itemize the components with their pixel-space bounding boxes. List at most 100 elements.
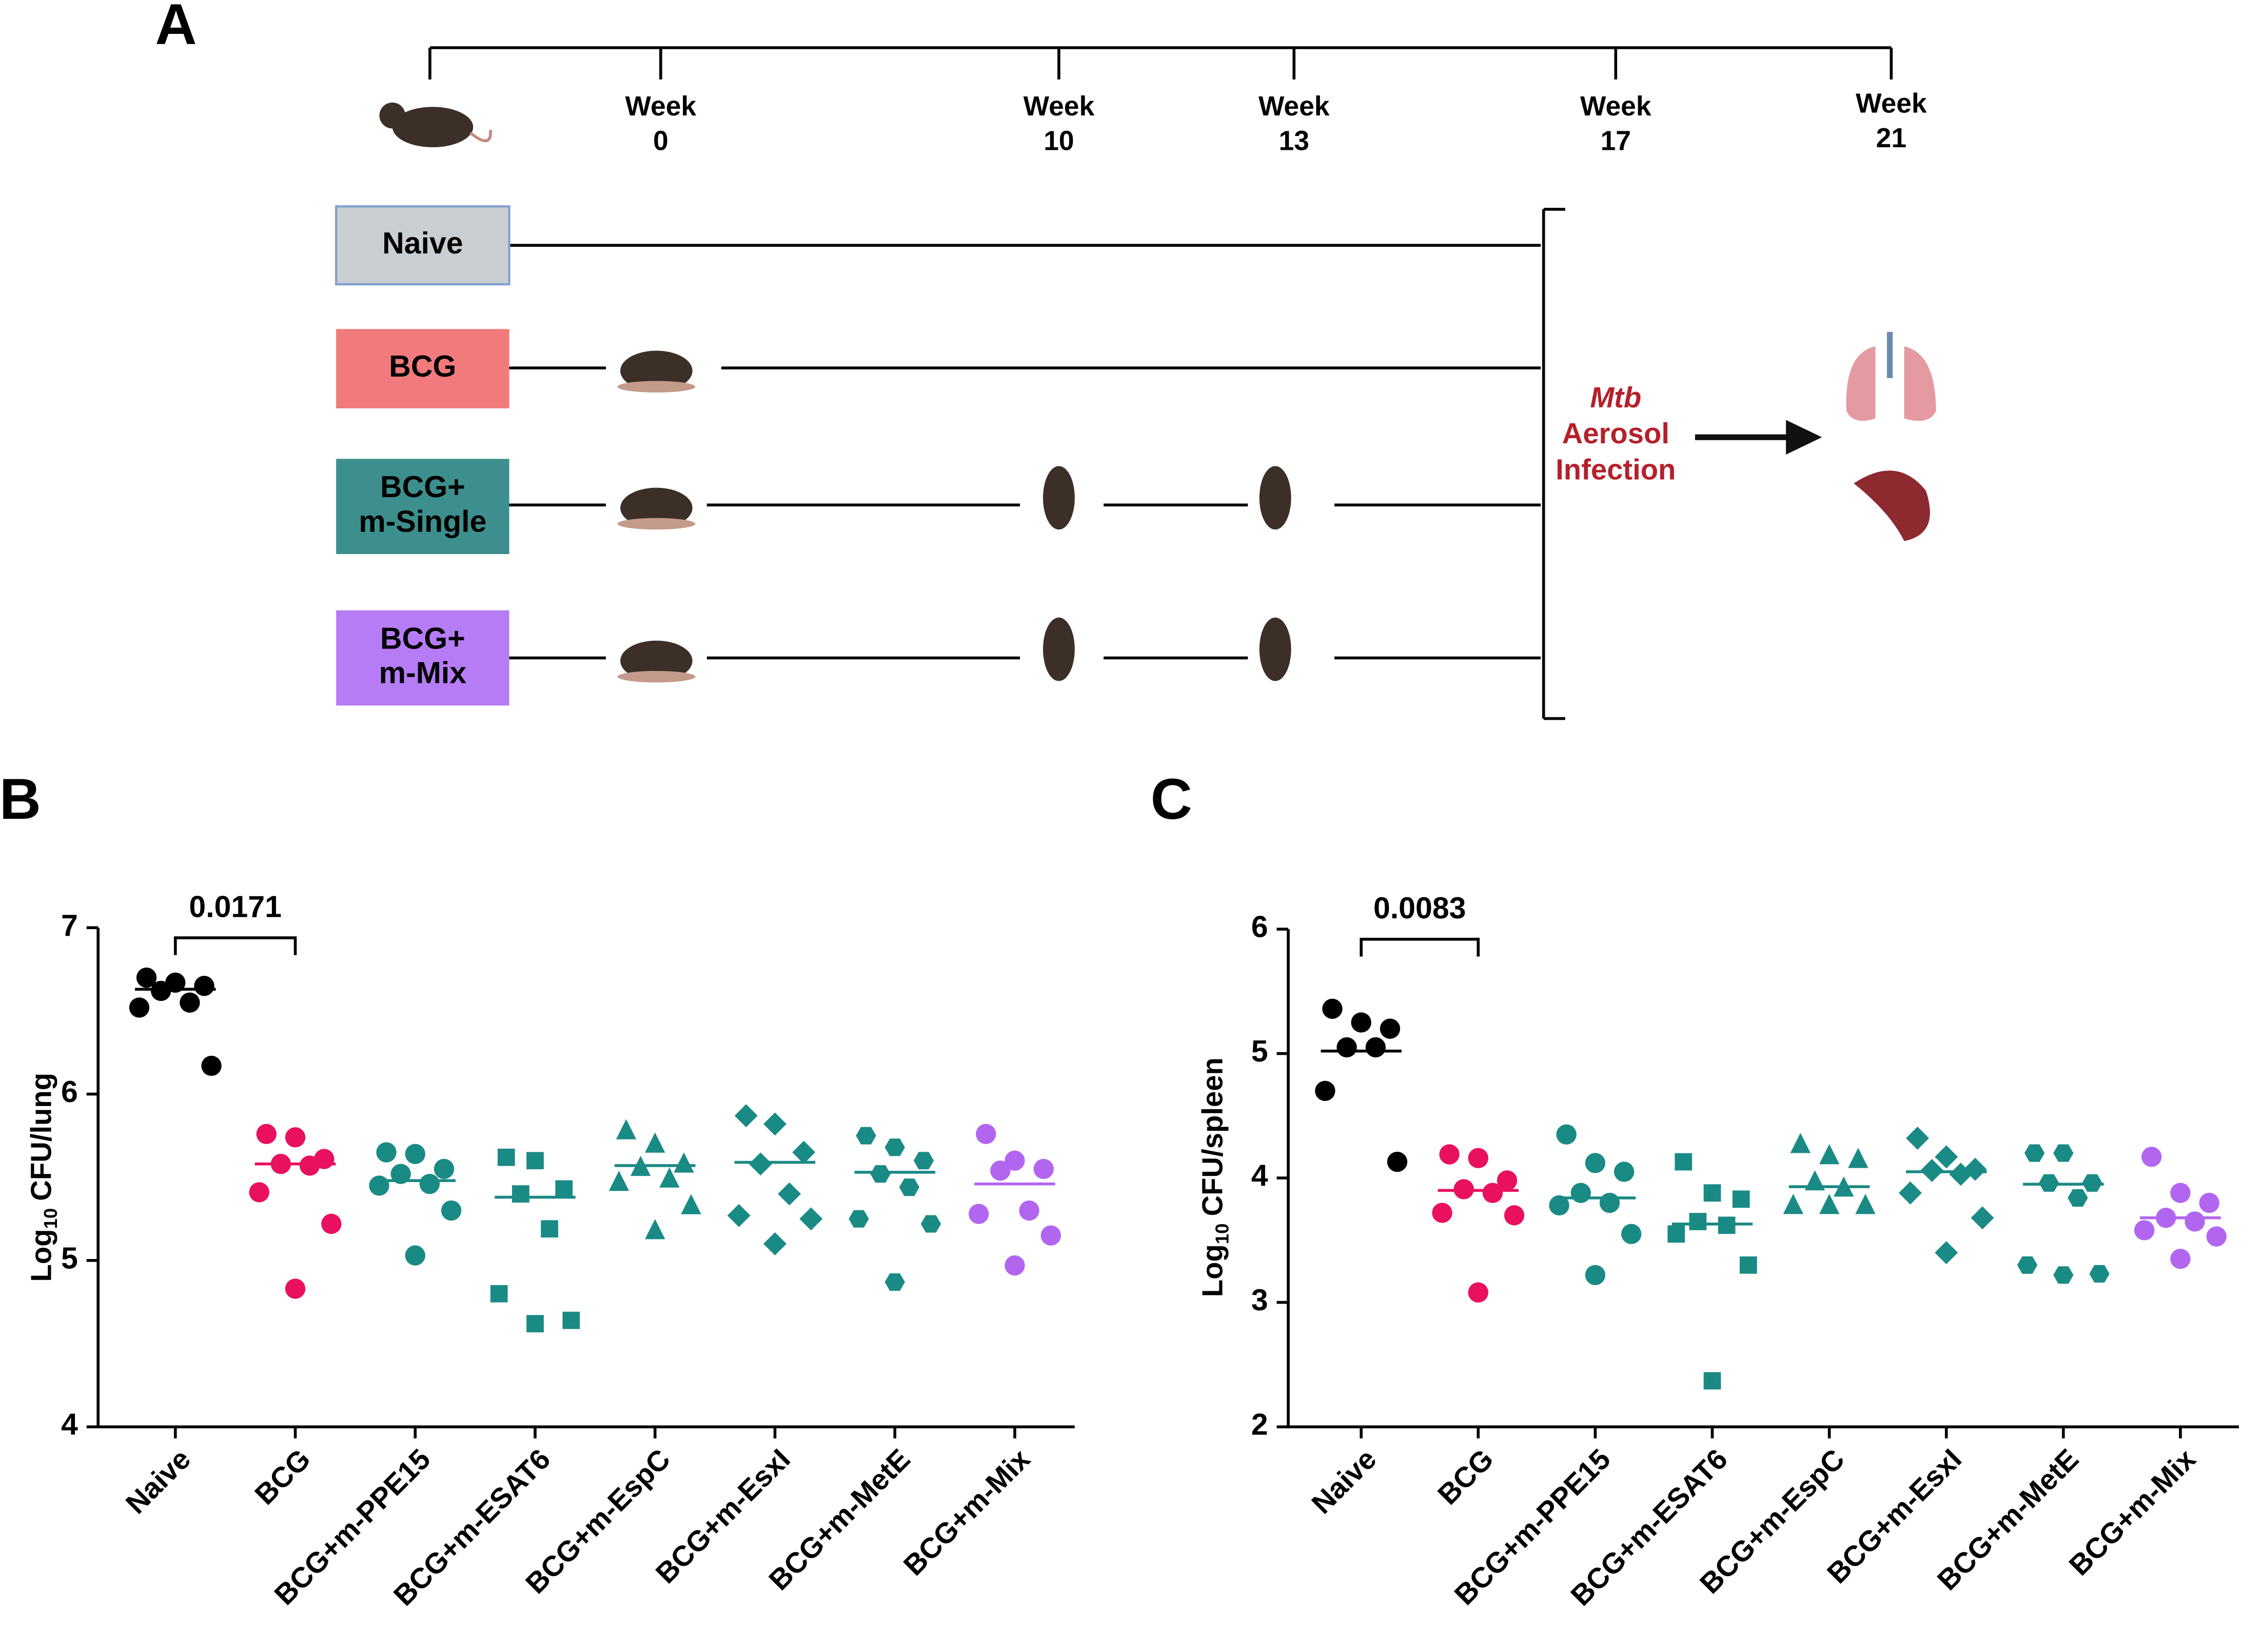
point xyxy=(1732,1190,1750,1208)
point xyxy=(180,992,200,1013)
point xyxy=(1739,1256,1757,1274)
point xyxy=(1667,1225,1685,1243)
x-tick-label: BCG+m-Mix xyxy=(2062,1443,2201,1582)
point xyxy=(1599,1192,1620,1213)
point xyxy=(749,1152,772,1176)
point xyxy=(369,1175,389,1196)
point xyxy=(799,1207,823,1231)
point xyxy=(1783,1193,1804,1214)
point xyxy=(405,1144,425,1164)
point xyxy=(1322,998,1343,1019)
point xyxy=(1387,1151,1408,1172)
group-label: BCG+ xyxy=(380,621,465,655)
week-label: Week xyxy=(1580,91,1651,122)
point xyxy=(1570,1183,1591,1203)
x-tick-label: BCG xyxy=(248,1443,317,1511)
y-tick-label: 2 xyxy=(1251,1408,1268,1442)
point xyxy=(1621,1224,1642,1244)
point xyxy=(1439,1144,1460,1165)
point xyxy=(2068,1189,2088,1207)
point xyxy=(1855,1193,1876,1214)
group-label: BCG xyxy=(389,349,456,383)
point xyxy=(1935,1145,1958,1169)
y-label-sub: 10 xyxy=(1211,1224,1232,1245)
point xyxy=(884,1138,905,1156)
y-tick-label: 5 xyxy=(61,1241,78,1275)
point xyxy=(778,1182,801,1206)
point xyxy=(526,1315,544,1332)
point xyxy=(541,1220,559,1238)
point xyxy=(1614,1162,1635,1182)
point xyxy=(1819,1193,1840,1214)
point xyxy=(2199,1192,2219,1213)
point xyxy=(1689,1213,1707,1230)
week-label: 0 xyxy=(653,126,668,156)
point xyxy=(1971,1206,1994,1230)
y-tick-label: 5 xyxy=(1251,1034,1268,1068)
point xyxy=(285,1127,306,1148)
group-label: Naive xyxy=(382,226,463,260)
point xyxy=(419,1173,440,1194)
point xyxy=(490,1285,508,1303)
point xyxy=(285,1279,306,1299)
point xyxy=(1351,1012,1371,1033)
week-label: 10 xyxy=(1044,126,1074,156)
point xyxy=(1898,1181,1922,1205)
week-label: Week xyxy=(1024,91,1095,122)
point xyxy=(249,1182,269,1203)
point xyxy=(1040,1225,1061,1246)
y-tick-label: 4 xyxy=(1251,1159,1268,1193)
point xyxy=(1019,1200,1039,1221)
point xyxy=(1497,1170,1518,1191)
point xyxy=(763,1112,786,1136)
bracket xyxy=(1542,208,1565,720)
organ-icons xyxy=(1846,331,1936,541)
point xyxy=(763,1232,786,1255)
point xyxy=(299,1155,320,1176)
point xyxy=(976,1124,996,1145)
point xyxy=(1380,1018,1401,1039)
y-label-part: CFU/lung xyxy=(25,1073,57,1201)
point xyxy=(1703,1184,1721,1202)
point xyxy=(1315,1080,1335,1102)
y-tick-label: 7 xyxy=(61,909,78,942)
point xyxy=(2053,1266,2074,1284)
y-label-part: CFU/spleen xyxy=(1196,1057,1228,1216)
point xyxy=(194,976,214,996)
point xyxy=(990,1161,1011,1181)
week-label: 17 xyxy=(1601,126,1631,156)
y-axis-label: Log10 CFU/spleen xyxy=(1196,1057,1232,1297)
point xyxy=(608,1170,630,1191)
point xyxy=(1703,1372,1721,1390)
panel-label: A xyxy=(155,0,196,56)
week-label: 21 xyxy=(1876,123,1906,153)
point xyxy=(1585,1265,1606,1285)
significance-bracket xyxy=(1360,937,1480,957)
y-tick-label: 6 xyxy=(61,1075,78,1109)
point xyxy=(727,1204,751,1227)
x-tick-label: Naive xyxy=(1305,1443,1383,1520)
point xyxy=(434,1158,455,1179)
y-tick-label: 3 xyxy=(1251,1283,1268,1317)
timeline-axis xyxy=(428,46,1892,80)
group-box xyxy=(336,610,509,706)
y-axis-label: Log10 CFU/lung xyxy=(25,1073,61,1282)
week-label: Week xyxy=(625,91,697,122)
group-lines xyxy=(509,244,1541,660)
x-tick-label: BCG+m-Mix xyxy=(897,1443,1036,1582)
arrow-head xyxy=(1786,420,1822,455)
p-value: 0.0083 xyxy=(1373,891,1466,925)
point xyxy=(1005,1255,1025,1276)
x-tick-label: BCG xyxy=(1431,1443,1500,1511)
point xyxy=(512,1185,529,1203)
y-tick-label: 4 xyxy=(61,1408,78,1442)
point xyxy=(1504,1205,1525,1226)
point xyxy=(321,1213,342,1234)
point xyxy=(2134,1220,2155,1241)
mouse-icons xyxy=(379,102,1291,683)
point xyxy=(497,1148,515,1166)
point xyxy=(441,1200,462,1221)
point xyxy=(1468,1148,1488,1168)
point xyxy=(2053,1144,2074,1162)
point xyxy=(390,1164,411,1184)
